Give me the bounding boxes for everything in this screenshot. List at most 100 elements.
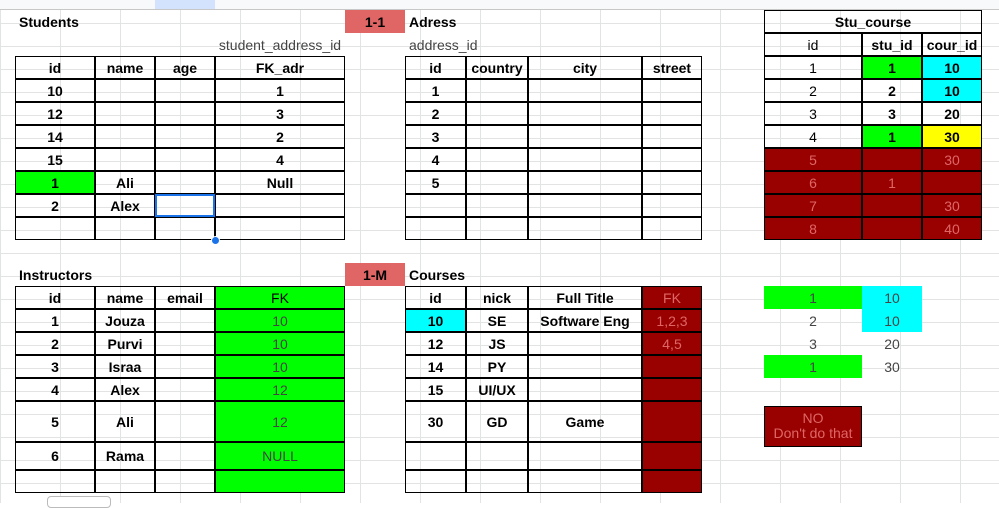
courses-cell[interactable] [405, 442, 466, 470]
students-cell[interactable]: 3 [215, 102, 345, 125]
example-cell[interactable]: 10 [862, 286, 922, 309]
instructors-cell[interactable] [95, 470, 155, 493]
address-id-note[interactable]: address_id [409, 36, 478, 53]
address-cell[interactable] [642, 171, 702, 194]
students-cell[interactable]: 1 [215, 79, 345, 102]
students-cell[interactable]: 15 [15, 148, 95, 171]
address-cell[interactable] [466, 194, 528, 217]
stu-course-header-stu_id[interactable]: stu_id [862, 33, 922, 56]
stu-course-cell[interactable]: 3 [764, 102, 862, 125]
instructors-cell[interactable]: 10 [215, 355, 345, 378]
instructors-cell[interactable]: NULL [215, 442, 345, 470]
stu-course-header-id[interactable]: id [764, 33, 862, 56]
courses-header-id[interactable]: id [405, 286, 466, 309]
students-cell[interactable]: Alex [95, 194, 155, 217]
students-cell[interactable] [15, 217, 95, 240]
students-cell[interactable]: Ali [95, 171, 155, 194]
address-title[interactable]: Adress [409, 13, 457, 30]
example-cell[interactable]: 20 [884, 335, 900, 352]
instructors-cell[interactable]: 12 [215, 401, 345, 443]
instructors-cell[interactable]: 12 [215, 378, 345, 401]
warning-box[interactable]: NO Don't do that [764, 405, 862, 447]
students-cell[interactable] [155, 102, 215, 125]
instructors-header-email[interactable]: email [155, 286, 215, 309]
courses-cell[interactable]: 4,5 [642, 332, 702, 355]
address-header-id[interactable]: id [405, 56, 466, 79]
courses-header-nick[interactable]: nick [466, 286, 528, 309]
courses-cell[interactable] [528, 442, 642, 470]
address-id-cell[interactable]: 3 [405, 125, 466, 148]
instructors-cell[interactable]: Rama [95, 442, 155, 470]
instructors-cell[interactable]: 2 [15, 332, 95, 355]
students-cell[interactable] [215, 217, 345, 240]
students-header-age[interactable]: age [155, 56, 215, 79]
address-cell[interactable] [642, 79, 702, 102]
stu-course-cell[interactable]: 10 [922, 56, 982, 79]
stu-course-cell[interactable]: 1 [862, 171, 922, 194]
students-cell[interactable] [95, 148, 155, 171]
address-cell[interactable] [528, 125, 642, 148]
stu-course-cell[interactable]: 8 [764, 217, 862, 240]
courses-cell[interactable] [642, 378, 702, 401]
courses-cell[interactable] [405, 470, 466, 493]
courses-cell[interactable]: Game [528, 401, 642, 443]
example-cell[interactable]: 3 [809, 335, 817, 352]
address-cell[interactable] [466, 102, 528, 125]
courses-cell[interactable]: PY [466, 355, 528, 378]
stu-course-cell[interactable]: 3 [862, 102, 922, 125]
students-cell[interactable] [155, 171, 215, 194]
example-cell[interactable]: 2 [809, 312, 817, 329]
stu-course-cell[interactable] [922, 171, 982, 194]
instructors-cell[interactable]: 6 [15, 442, 95, 470]
courses-cell[interactable]: 12 [405, 332, 466, 355]
stu-course-cell[interactable]: 2 [862, 79, 922, 102]
students-cell[interactable]: 2 [215, 125, 345, 148]
instructors-cell[interactable]: Purvi [95, 332, 155, 355]
instructors-cell[interactable]: 3 [15, 355, 95, 378]
column-header-bar[interactable] [0, 0, 999, 10]
address-cell[interactable] [642, 148, 702, 171]
address-cell[interactable] [528, 194, 642, 217]
instructors-cell[interactable]: Israa [95, 355, 155, 378]
address-cell[interactable] [466, 148, 528, 171]
courses-cell[interactable] [642, 401, 702, 443]
selected-column-header[interactable] [155, 0, 215, 9]
address-cell[interactable] [528, 217, 642, 240]
instructors-cell[interactable]: 10 [215, 309, 345, 332]
address-id-cell[interactable]: 2 [405, 102, 466, 125]
students-header-name[interactable]: name [95, 56, 155, 79]
stu-course-title[interactable]: Stu_course [764, 10, 982, 33]
students-cell[interactable]: 12 [15, 102, 95, 125]
instructors-cell[interactable] [155, 309, 215, 332]
courses-cell[interactable] [466, 442, 528, 470]
address-id-cell[interactable]: 5 [405, 171, 466, 194]
courses-cell[interactable]: 1,2,3 [642, 309, 702, 332]
students-cell[interactable] [95, 79, 155, 102]
courses-cell[interactable] [642, 442, 702, 470]
address-cell[interactable] [528, 102, 642, 125]
address-cell[interactable] [642, 125, 702, 148]
stu-course-cell[interactable]: 5 [764, 148, 862, 171]
instructors-cell[interactable] [155, 401, 215, 443]
address-cell[interactable] [405, 217, 466, 240]
courses-cell[interactable]: 15 [405, 378, 466, 401]
students-cell[interactable]: 2 [15, 194, 95, 217]
courses-cell[interactable]: Software Eng [528, 309, 642, 332]
courses-cell[interactable] [528, 378, 642, 401]
courses-header-fk[interactable]: FK [642, 286, 702, 309]
instructors-cell[interactable]: 10 [215, 332, 345, 355]
instructors-cell[interactable] [155, 378, 215, 401]
courses-cell[interactable]: 14 [405, 355, 466, 378]
address-cell[interactable] [528, 171, 642, 194]
stu-course-cell[interactable] [862, 217, 922, 240]
stu-course-cell[interactable]: 2 [764, 79, 862, 102]
students-cell[interactable] [95, 102, 155, 125]
stu-course-cell[interactable]: 7 [764, 194, 862, 217]
stu-course-cell[interactable]: 4 [764, 125, 862, 148]
sheet-tab[interactable] [47, 496, 111, 508]
relation-label-1-m[interactable]: 1-M [345, 263, 405, 286]
stu-course-cell[interactable]: 30 [922, 148, 982, 171]
address-cell[interactable] [466, 171, 528, 194]
courses-cell[interactable]: JS [466, 332, 528, 355]
